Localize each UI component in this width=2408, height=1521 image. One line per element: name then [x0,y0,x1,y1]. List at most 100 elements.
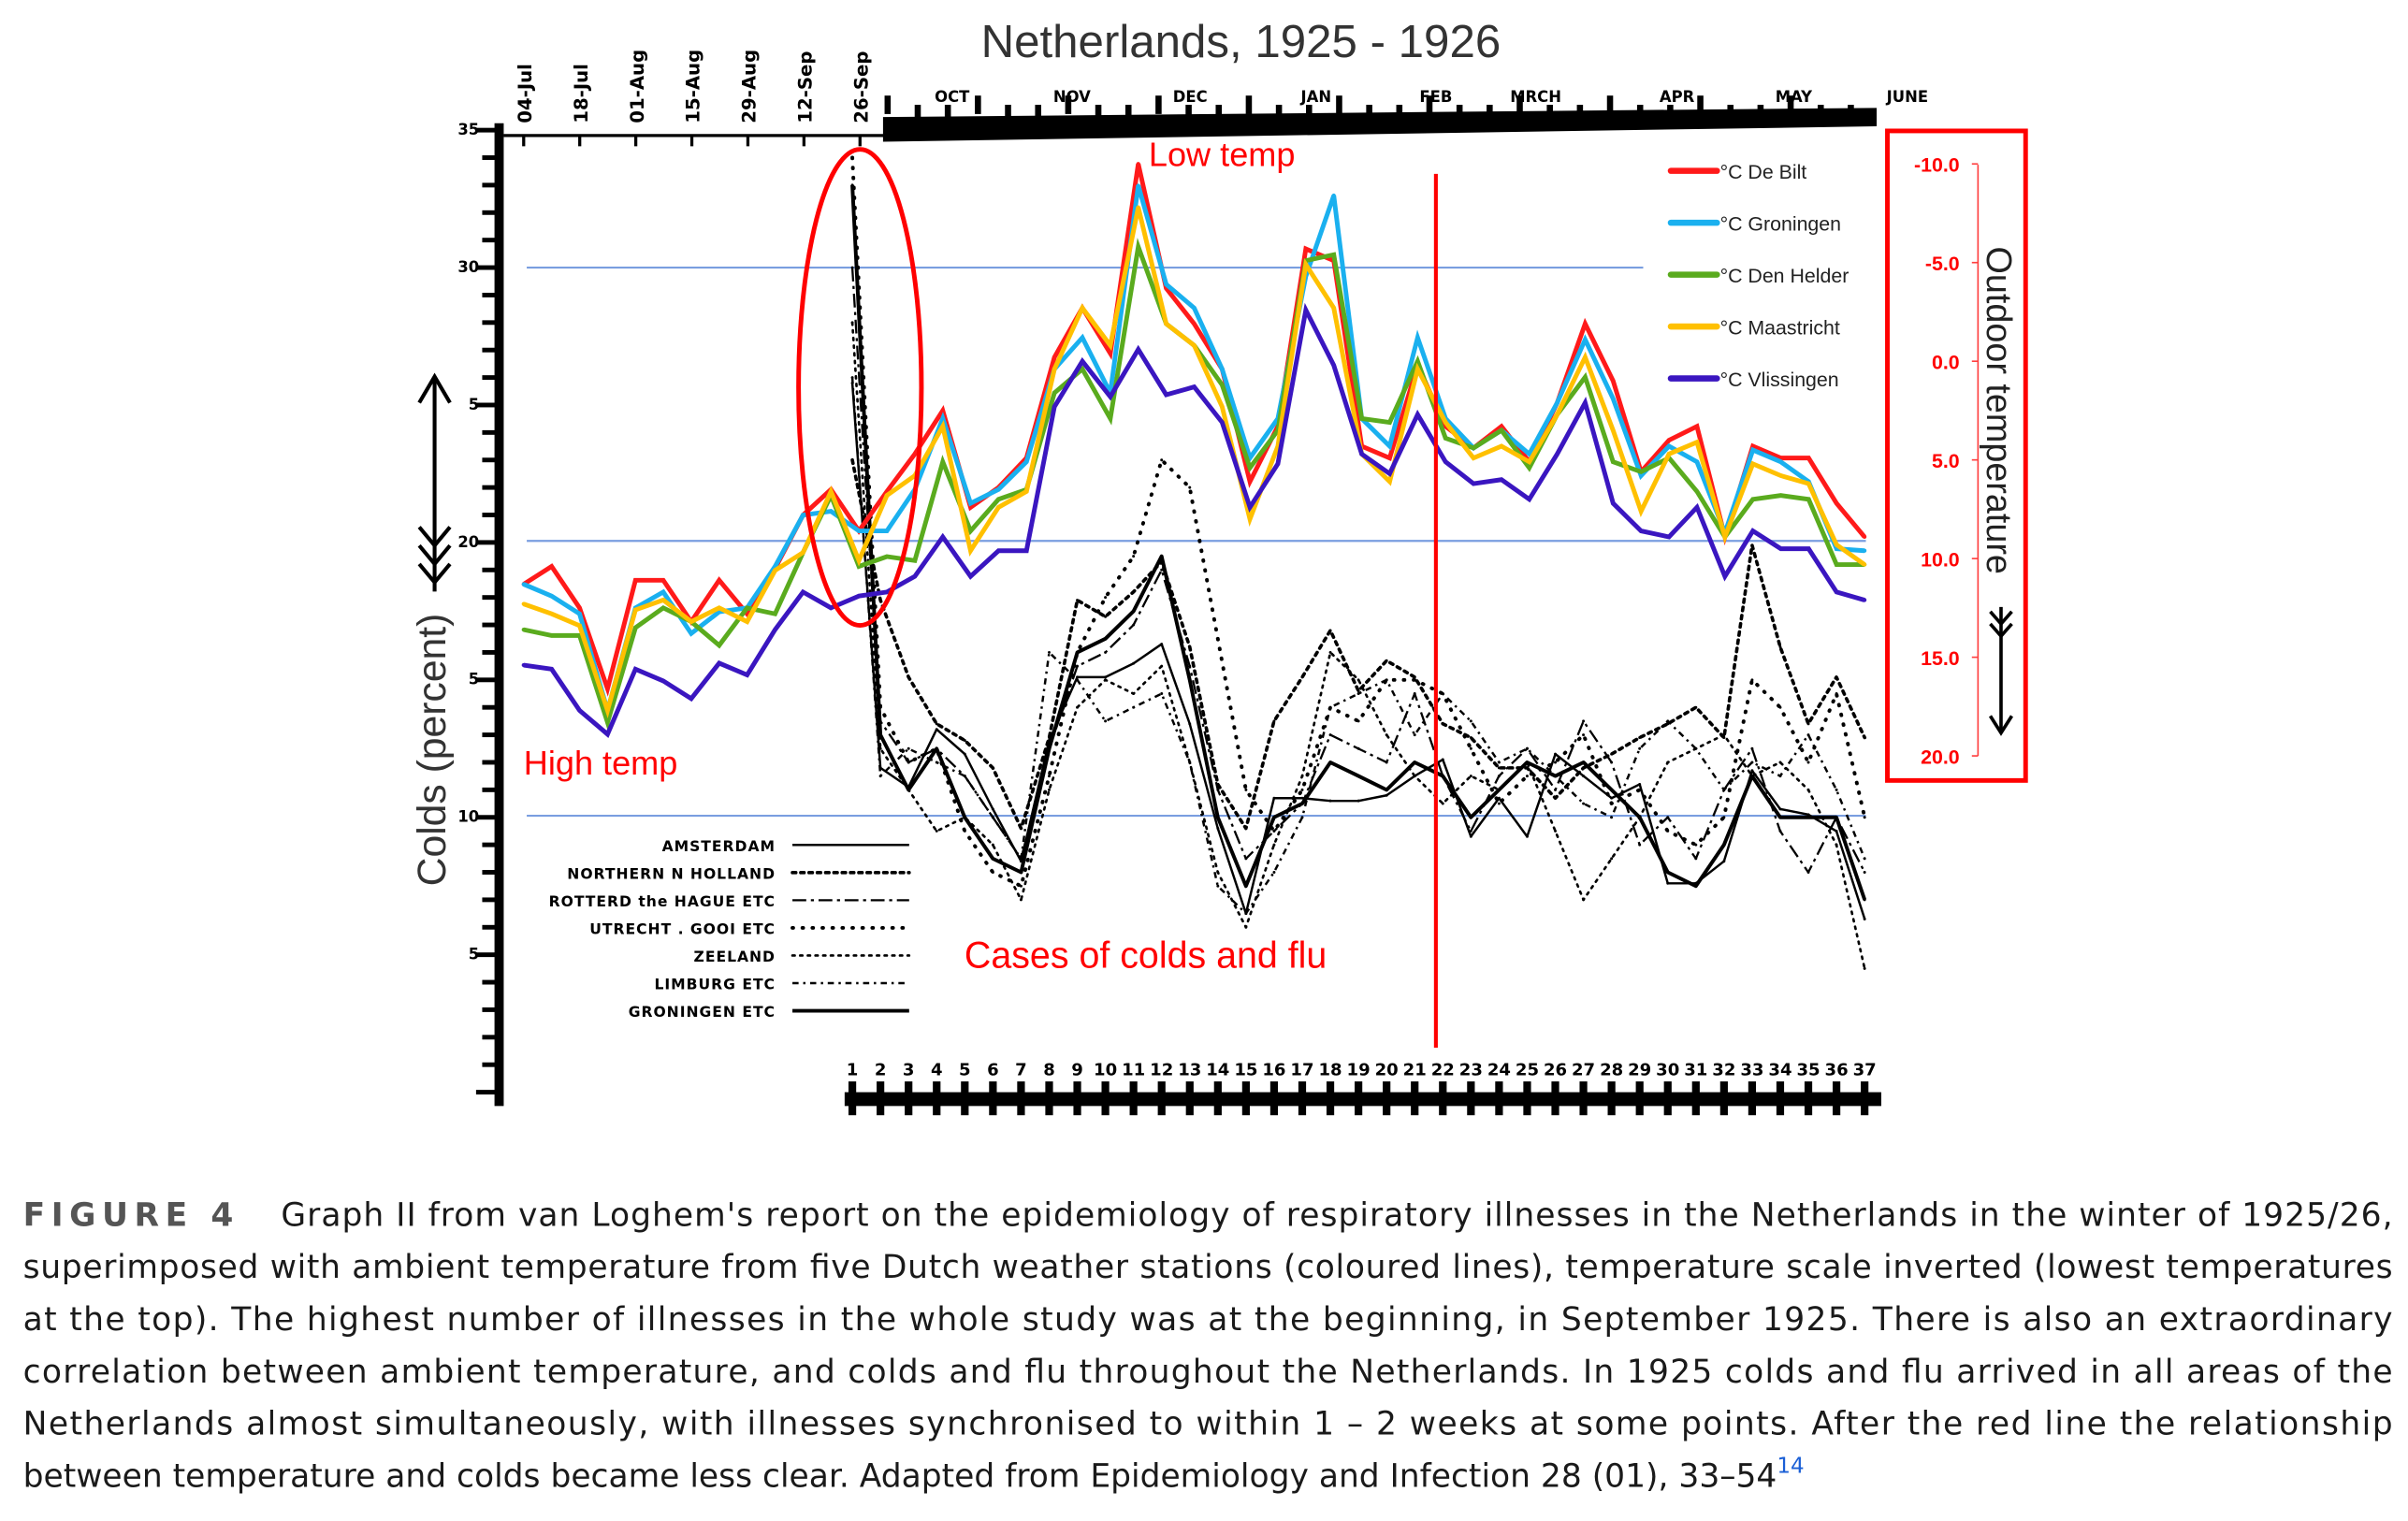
colds-legend-label: AMSTERDAM [662,838,776,855]
week-label: 18 [1318,1061,1342,1080]
temperature-point [605,708,610,713]
temperature-point [1275,461,1281,467]
month-tick [1546,105,1553,123]
temperature-point [1527,497,1531,501]
colds-point [1469,816,1472,819]
temperature-point [1359,452,1364,456]
colds-point [1469,736,1472,740]
temperature-point [1722,573,1727,579]
temperature-point [1220,404,1225,409]
colds-point [1385,760,1388,764]
colds-point [1188,760,1192,764]
date-label: 15-Aug [683,50,704,123]
colds-point [878,599,882,602]
colds-point [1385,788,1388,791]
colds-point [963,752,966,756]
colds-point [1750,760,1754,764]
month-tick [1155,95,1162,114]
temperature-point [1806,546,1811,551]
colds-point [1835,829,1838,833]
colds-point [1638,788,1642,791]
week-tick [1129,1081,1138,1116]
colds-tick-label: 5 [469,671,479,688]
colds-point [1132,705,1136,709]
colds-point [1356,746,1360,750]
colds-point [1356,678,1360,682]
colds-point [1694,705,1698,709]
colds-point [1328,650,1332,654]
temperature-point [1527,452,1531,456]
colds-point [1469,834,1472,838]
temperature-point [1164,392,1168,398]
colds-point [1582,802,1586,805]
week-tick [1467,1081,1475,1116]
temperature-point [829,605,834,611]
temperature-point [940,459,945,464]
colds-point [991,857,994,861]
colds-tick [482,375,497,381]
temperature-point [1220,383,1225,387]
date-label: 04-Jul [515,64,536,123]
temperature-point [1666,443,1672,449]
colds-point [1750,746,1754,750]
colds-tick [482,320,497,326]
temperature-point [1248,465,1253,471]
colds-point [1216,884,1220,888]
colds-point [1582,766,1586,770]
week-label: 4 [931,1061,943,1080]
temperature-point [577,605,582,611]
colds-point [1863,898,1866,902]
gridlines [527,266,1866,818]
temperature-point [1443,436,1448,441]
colds-series-0 [850,381,1866,920]
date-label: 12-Sep [795,51,817,123]
temperature-point [521,662,526,668]
up-arrow-icon [417,372,452,592]
temperature-point [1583,321,1588,326]
temperature-point [689,696,694,702]
week-label: 12 [1150,1061,1173,1080]
colds-point [1778,760,1782,764]
colds-tick [482,182,497,188]
colds-point [1160,643,1164,646]
week-tick [1691,1081,1700,1116]
colds-line [850,267,1866,874]
colds-point [1272,871,1276,874]
colds-point [1300,802,1304,805]
temperature-point [549,612,554,616]
week-label: 22 [1431,1061,1455,1080]
temperature-point [1778,493,1783,498]
temperature-point [884,589,890,595]
week-label: 16 [1262,1061,1285,1080]
temperature-point [1331,253,1336,257]
temperature-point [1359,416,1364,421]
temperature-point [1750,497,1755,501]
week-label: 8 [1043,1061,1055,1080]
week-tick [1495,1081,1503,1116]
temperature-point [1415,367,1420,371]
colds-tick [475,677,498,683]
colds-point [1469,829,1472,833]
temperature-point [1583,374,1588,380]
temperature-point [1499,427,1504,433]
colds-legend-label: ZEELAND [694,949,776,965]
high-temp-annotation: High temp [524,744,678,782]
temperature-series-4 [521,302,1867,738]
colds-point [1610,760,1614,764]
month-tick [1245,95,1253,114]
temperature-point [660,678,666,684]
colds-point [1356,692,1360,695]
colds-point [1469,719,1472,723]
temperature-point [521,601,526,606]
temperature-point [577,623,582,628]
temperature-point [1611,459,1616,464]
colds-tick [475,265,498,270]
temperature-point [1694,489,1700,494]
temperature-tick-label: 10.0 [1921,548,1960,571]
colds-point [1076,664,1080,668]
temperature-point [1694,424,1700,428]
month-tick [1727,105,1734,123]
week-label: 20 [1375,1061,1399,1080]
colds-point [1272,816,1276,819]
colds-point [878,746,882,750]
